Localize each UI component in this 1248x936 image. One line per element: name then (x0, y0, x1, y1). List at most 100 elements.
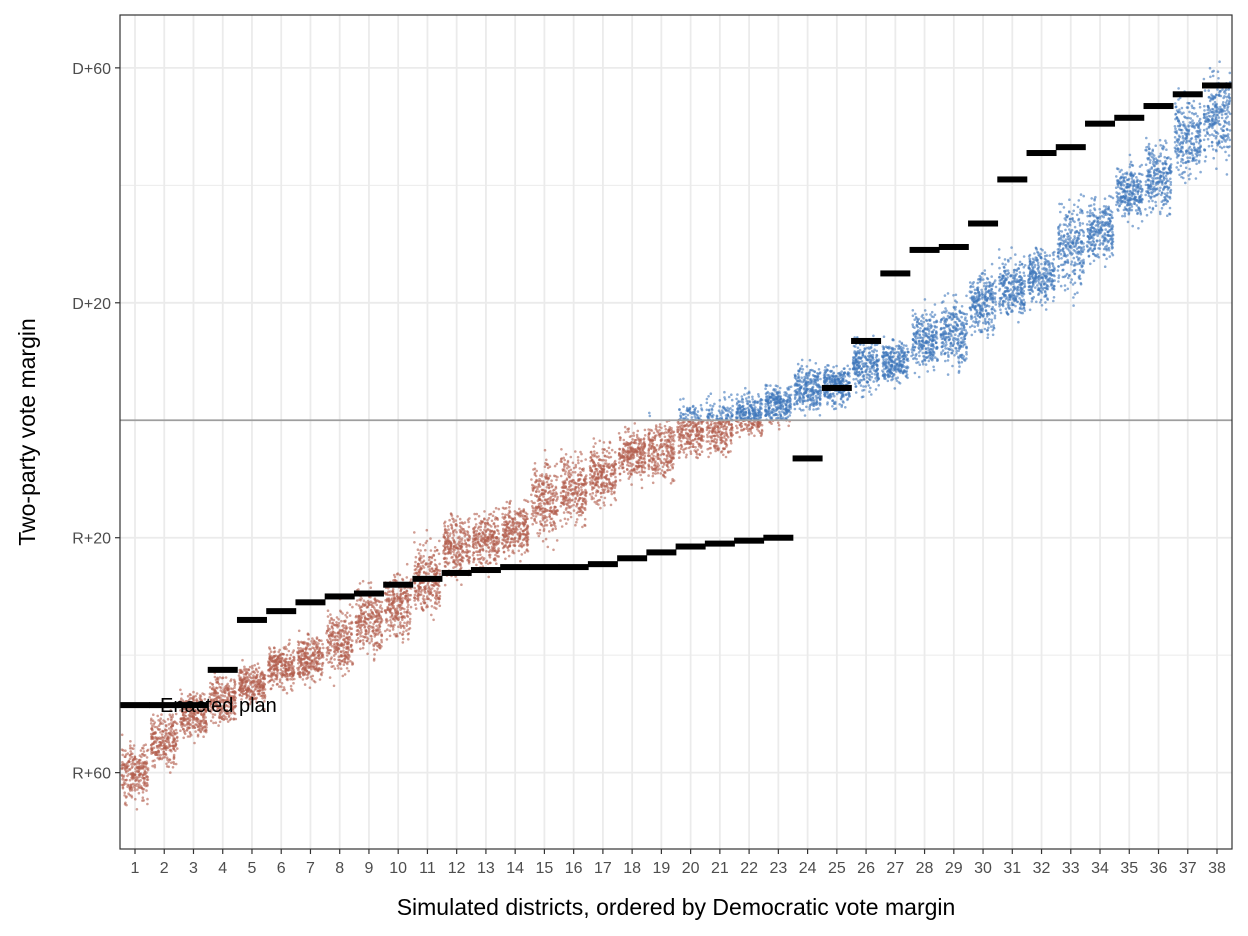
simulated-point (211, 713, 215, 716)
simulated-point (194, 730, 197, 733)
simulated-point (257, 692, 261, 696)
simulated-point (577, 507, 581, 511)
simulated-point (559, 504, 563, 508)
simulated-point (179, 729, 182, 732)
simulated-point (574, 450, 577, 453)
simulated-point (152, 722, 156, 726)
simulated-point (146, 802, 149, 806)
simulated-point (278, 660, 281, 664)
simulated-point (297, 629, 301, 633)
simulated-point (462, 556, 465, 560)
simulated-point (613, 497, 617, 500)
simulated-point (340, 619, 343, 623)
simulated-point (416, 565, 419, 569)
simulated-point (200, 699, 203, 703)
simulated-point (210, 687, 214, 691)
simulated-point (662, 442, 666, 446)
simulated-point (443, 522, 446, 525)
simulated-point (233, 712, 237, 716)
simulated-point (569, 468, 573, 472)
simulated-point (667, 460, 670, 464)
simulated-point (573, 500, 577, 504)
simulated-point (167, 760, 170, 764)
simulated-point (186, 735, 190, 738)
simulated-point (335, 616, 339, 619)
simulated-point (139, 772, 143, 775)
simulated-point (281, 688, 285, 692)
simulated-point (258, 678, 261, 682)
simulated-point (651, 442, 655, 446)
simulated-point (479, 519, 483, 523)
simulated-point (253, 685, 256, 688)
simulated-point (259, 694, 263, 697)
simulated-point (150, 748, 154, 752)
simulated-point (647, 432, 651, 436)
simulated-point (461, 522, 465, 525)
simulated-point (592, 475, 595, 478)
simulated-point (589, 466, 592, 470)
simulated-point (346, 611, 349, 615)
simulated-point (124, 753, 128, 756)
simulated-point (605, 464, 608, 468)
simulated-point (672, 456, 675, 460)
simulated-point (251, 666, 254, 670)
simulated-point (172, 737, 175, 740)
simulated-point (584, 475, 587, 479)
simulated-point (640, 478, 643, 481)
simulated-point (432, 572, 436, 576)
simulated-point (508, 506, 511, 509)
simulated-point (398, 631, 402, 635)
simulated-point (392, 592, 395, 595)
simulated-point (505, 500, 509, 504)
simulated-point (339, 632, 343, 635)
simulated-point (511, 540, 515, 544)
simulated-point (512, 520, 515, 524)
simulated-point (542, 495, 545, 498)
simulated-point (333, 667, 337, 670)
simulated-point (571, 498, 574, 502)
simulated-point (142, 771, 146, 775)
simulated-point (427, 587, 430, 590)
simulated-point (486, 527, 490, 531)
simulated-point (659, 444, 662, 447)
simulated-point (329, 657, 333, 661)
simulated-point (145, 789, 148, 792)
simulated-point (524, 518, 528, 521)
simulated-point (618, 461, 621, 464)
simulated-point (142, 750, 146, 753)
simulated-point (572, 479, 575, 482)
simulated-point (403, 607, 406, 611)
simulated-point (296, 640, 300, 643)
simulated-point (329, 613, 332, 616)
simulated-point (360, 615, 363, 618)
simulated-point (524, 533, 528, 537)
simulated-point (605, 470, 609, 473)
simulated-point (166, 735, 170, 738)
simulated-point (572, 466, 576, 470)
simulated-point (366, 652, 369, 656)
simulated-point (489, 561, 492, 565)
simulated-point (454, 545, 458, 549)
simulated-point (607, 466, 611, 470)
simulated-point (159, 753, 162, 757)
simulated-point (540, 507, 544, 510)
simulated-point (497, 555, 501, 558)
simulated-point (390, 621, 393, 624)
simulated-point (419, 602, 423, 605)
simulated-point (591, 486, 595, 490)
simulated-point (663, 470, 667, 474)
simulated-point (549, 517, 553, 521)
simulated-point (307, 665, 311, 669)
simulated-point (458, 547, 462, 551)
simulated-point (654, 434, 658, 437)
simulated-point (174, 743, 178, 746)
simulated-point (541, 539, 545, 543)
simulated-point (120, 773, 124, 777)
simulated-point (662, 453, 665, 456)
simulated-point (196, 725, 200, 729)
simulated-point (496, 529, 500, 533)
simulated-point (181, 717, 184, 720)
simulated-point (648, 443, 651, 446)
simulated-point (522, 517, 525, 520)
simulated-point (141, 753, 145, 756)
